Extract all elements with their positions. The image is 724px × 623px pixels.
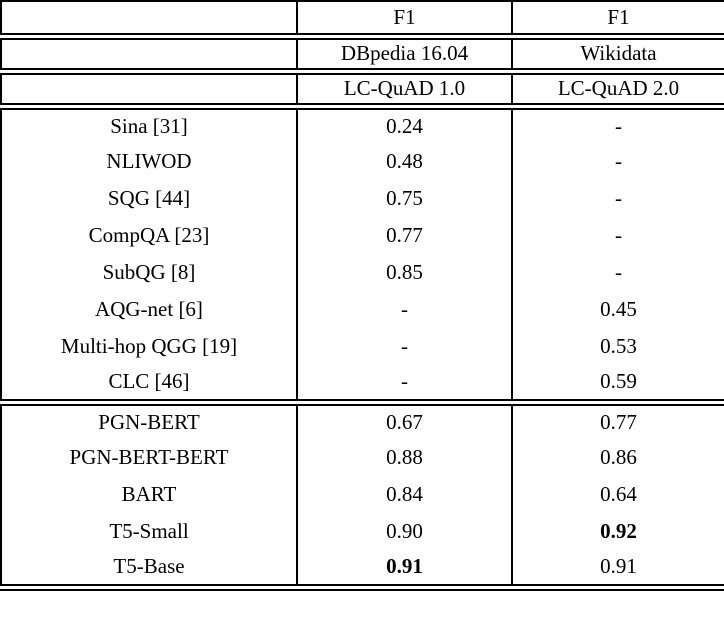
header-f1-col2: F1 <box>511 1 724 40</box>
model-name-cell: PGN-BERT-BERT <box>0 439 298 476</box>
f1-value-cell: 0.59 <box>511 365 724 406</box>
model-name-cell: SubQG [8] <box>0 254 298 291</box>
f1-value-cell: 0.67 <box>296 402 513 439</box>
f1-value-cell: - <box>511 106 724 143</box>
f1-value-cell: 0.86 <box>511 439 724 476</box>
table-row-pgn-bert: PGN-BERT 0.67 0.77 <box>0 402 724 439</box>
f1-value-cell: 0.88 <box>296 439 513 476</box>
header-f1-col1: F1 <box>296 1 513 40</box>
f1-value-cell: 0.64 <box>511 476 724 513</box>
header-empty-cell <box>0 1 298 40</box>
table-row-sqg: SQG [44] 0.75 - <box>0 180 724 217</box>
f1-value-cell-best: 0.92 <box>511 513 724 550</box>
header-lcquad1-cell: LC-QuAD 1.0 <box>296 71 513 110</box>
header-dbpedia-cell: DBpedia 16.04 <box>296 36 513 75</box>
header-empty-cell <box>0 71 298 110</box>
header-empty-cell <box>0 36 298 75</box>
f1-value-cell: 0.24 <box>296 106 513 143</box>
table-row-bart: BART 0.84 0.64 <box>0 476 724 513</box>
f1-value-cell: - <box>511 180 724 217</box>
table-row-sina: Sina [31] 0.24 - <box>0 106 724 143</box>
table-row-nliwod: NLIWOD 0.48 - <box>0 143 724 180</box>
f1-value-cell: 0.53 <box>511 328 724 365</box>
f1-value-cell: - <box>296 365 513 406</box>
table-row-t5-base: T5-Base 0.91 0.91 <box>0 550 724 591</box>
header-lcquad2-cell: LC-QuAD 2.0 <box>511 71 724 110</box>
f1-value-cell: - <box>511 143 724 180</box>
model-name-cell: PGN-BERT <box>0 402 298 439</box>
f1-value-cell: - <box>511 254 724 291</box>
f1-value-cell: 0.75 <box>296 180 513 217</box>
model-name-cell: Sina [31] <box>0 106 298 143</box>
model-name-cell: CompQA [23] <box>0 217 298 254</box>
f1-value-cell: - <box>296 328 513 365</box>
f1-value-cell: - <box>296 291 513 328</box>
header-row-knowledge-base: DBpedia 16.04 Wikidata <box>0 36 724 75</box>
f1-value-cell: 0.77 <box>511 402 724 439</box>
table-row-clc: CLC [46] - 0.59 <box>0 365 724 406</box>
table-row-aqg-net: AQG-net [6] - 0.45 <box>0 291 724 328</box>
table-row-compqa: CompQA [23] 0.77 - <box>0 217 724 254</box>
results-table: F1 F1 DBpedia 16.04 Wikidata LC-QuAD 1.0… <box>0 0 724 591</box>
f1-value-cell-best: 0.91 <box>296 550 513 591</box>
f1-value-cell: 0.91 <box>511 550 724 591</box>
model-name-cell: T5-Small <box>0 513 298 550</box>
header-row-metric: F1 F1 <box>0 1 724 40</box>
header-wikidata-cell: Wikidata <box>511 36 724 75</box>
f1-value-cell: 0.85 <box>296 254 513 291</box>
table-row-pgn-bert-bert: PGN-BERT-BERT 0.88 0.86 <box>0 439 724 476</box>
f1-value-cell: 0.45 <box>511 291 724 328</box>
table-row-t5-small: T5-Small 0.90 0.92 <box>0 513 724 550</box>
model-name-cell: BART <box>0 476 298 513</box>
model-name-cell: T5-Base <box>0 550 298 591</box>
model-name-cell: AQG-net [6] <box>0 291 298 328</box>
model-name-cell: Multi-hop QGG [19] <box>0 328 298 365</box>
model-name-cell: NLIWOD <box>0 143 298 180</box>
f1-value-cell: 0.90 <box>296 513 513 550</box>
model-name-cell: SQG [44] <box>0 180 298 217</box>
header-row-dataset: LC-QuAD 1.0 LC-QuAD 2.0 <box>0 71 724 110</box>
table-row-multihop-qgg: Multi-hop QGG [19] - 0.53 <box>0 328 724 365</box>
f1-value-cell: 0.48 <box>296 143 513 180</box>
f1-value-cell: 0.77 <box>296 217 513 254</box>
f1-value-cell: - <box>511 217 724 254</box>
table-row-subqg: SubQG [8] 0.85 - <box>0 254 724 291</box>
model-name-cell: CLC [46] <box>0 365 298 406</box>
f1-value-cell: 0.84 <box>296 476 513 513</box>
